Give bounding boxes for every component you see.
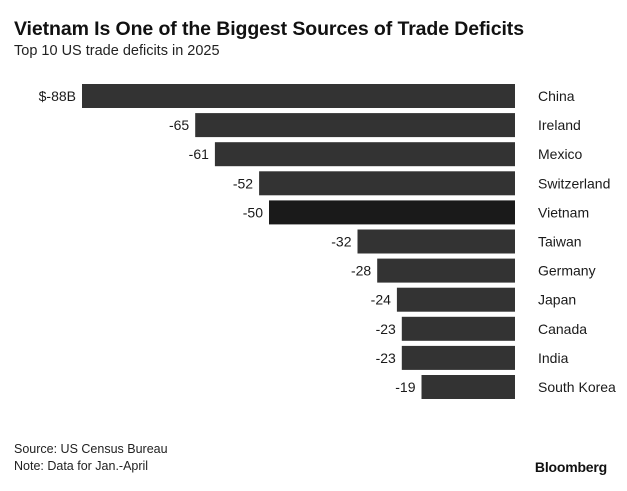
bar-switzerland xyxy=(259,171,515,196)
category-label-canada: Canada xyxy=(538,321,587,337)
value-label-japan: -24 xyxy=(371,292,391,308)
value-label-vietnam: -50 xyxy=(243,204,263,220)
chart-subtitle: Top 10 US trade deficits in 2025 xyxy=(14,43,220,59)
value-label-china: $-88B xyxy=(39,88,76,104)
category-label-japan: Japan xyxy=(538,292,576,308)
value-label-taiwan: -32 xyxy=(331,234,351,250)
source-text: Source: US Census Bureau xyxy=(14,442,168,456)
category-label-south-korea: South Korea xyxy=(538,379,616,395)
chart-title: Vietnam Is One of the Biggest Sources of… xyxy=(14,18,524,40)
bar-vietnam xyxy=(269,200,515,225)
value-label-south-korea: -19 xyxy=(395,379,415,395)
category-label-ireland: Ireland xyxy=(538,117,581,133)
category-label-mexico: Mexico xyxy=(538,146,583,162)
category-label-taiwan: Taiwan xyxy=(538,234,582,250)
bar-mexico xyxy=(214,142,515,167)
bar-south-korea xyxy=(421,375,515,399)
bar-ireland xyxy=(195,113,515,138)
bar-germany xyxy=(377,258,515,283)
bar-china xyxy=(82,84,515,108)
note-text: Note: Data for Jan.-April xyxy=(14,459,149,473)
bar-japan xyxy=(396,287,515,312)
value-label-switzerland: -52 xyxy=(233,175,253,191)
bloomberg-logo: Bloomberg xyxy=(534,459,607,475)
bar-india xyxy=(401,345,515,370)
category-label-germany: Germany xyxy=(538,263,596,279)
value-label-germany: -28 xyxy=(351,263,371,279)
bar-taiwan xyxy=(357,229,515,254)
value-label-india: -23 xyxy=(376,350,396,366)
category-label-india: India xyxy=(538,350,569,366)
value-label-ireland: -65 xyxy=(169,117,189,133)
category-label-vietnam: Vietnam xyxy=(538,204,589,220)
footer-notes: Source: US Census Bureau Note: Data for … xyxy=(14,441,168,475)
bar-canada xyxy=(401,316,515,341)
category-label-switzerland: Switzerland xyxy=(538,175,610,191)
category-label-china: China xyxy=(538,88,575,104)
value-label-mexico: -61 xyxy=(189,146,209,162)
value-label-canada: -23 xyxy=(376,321,396,337)
